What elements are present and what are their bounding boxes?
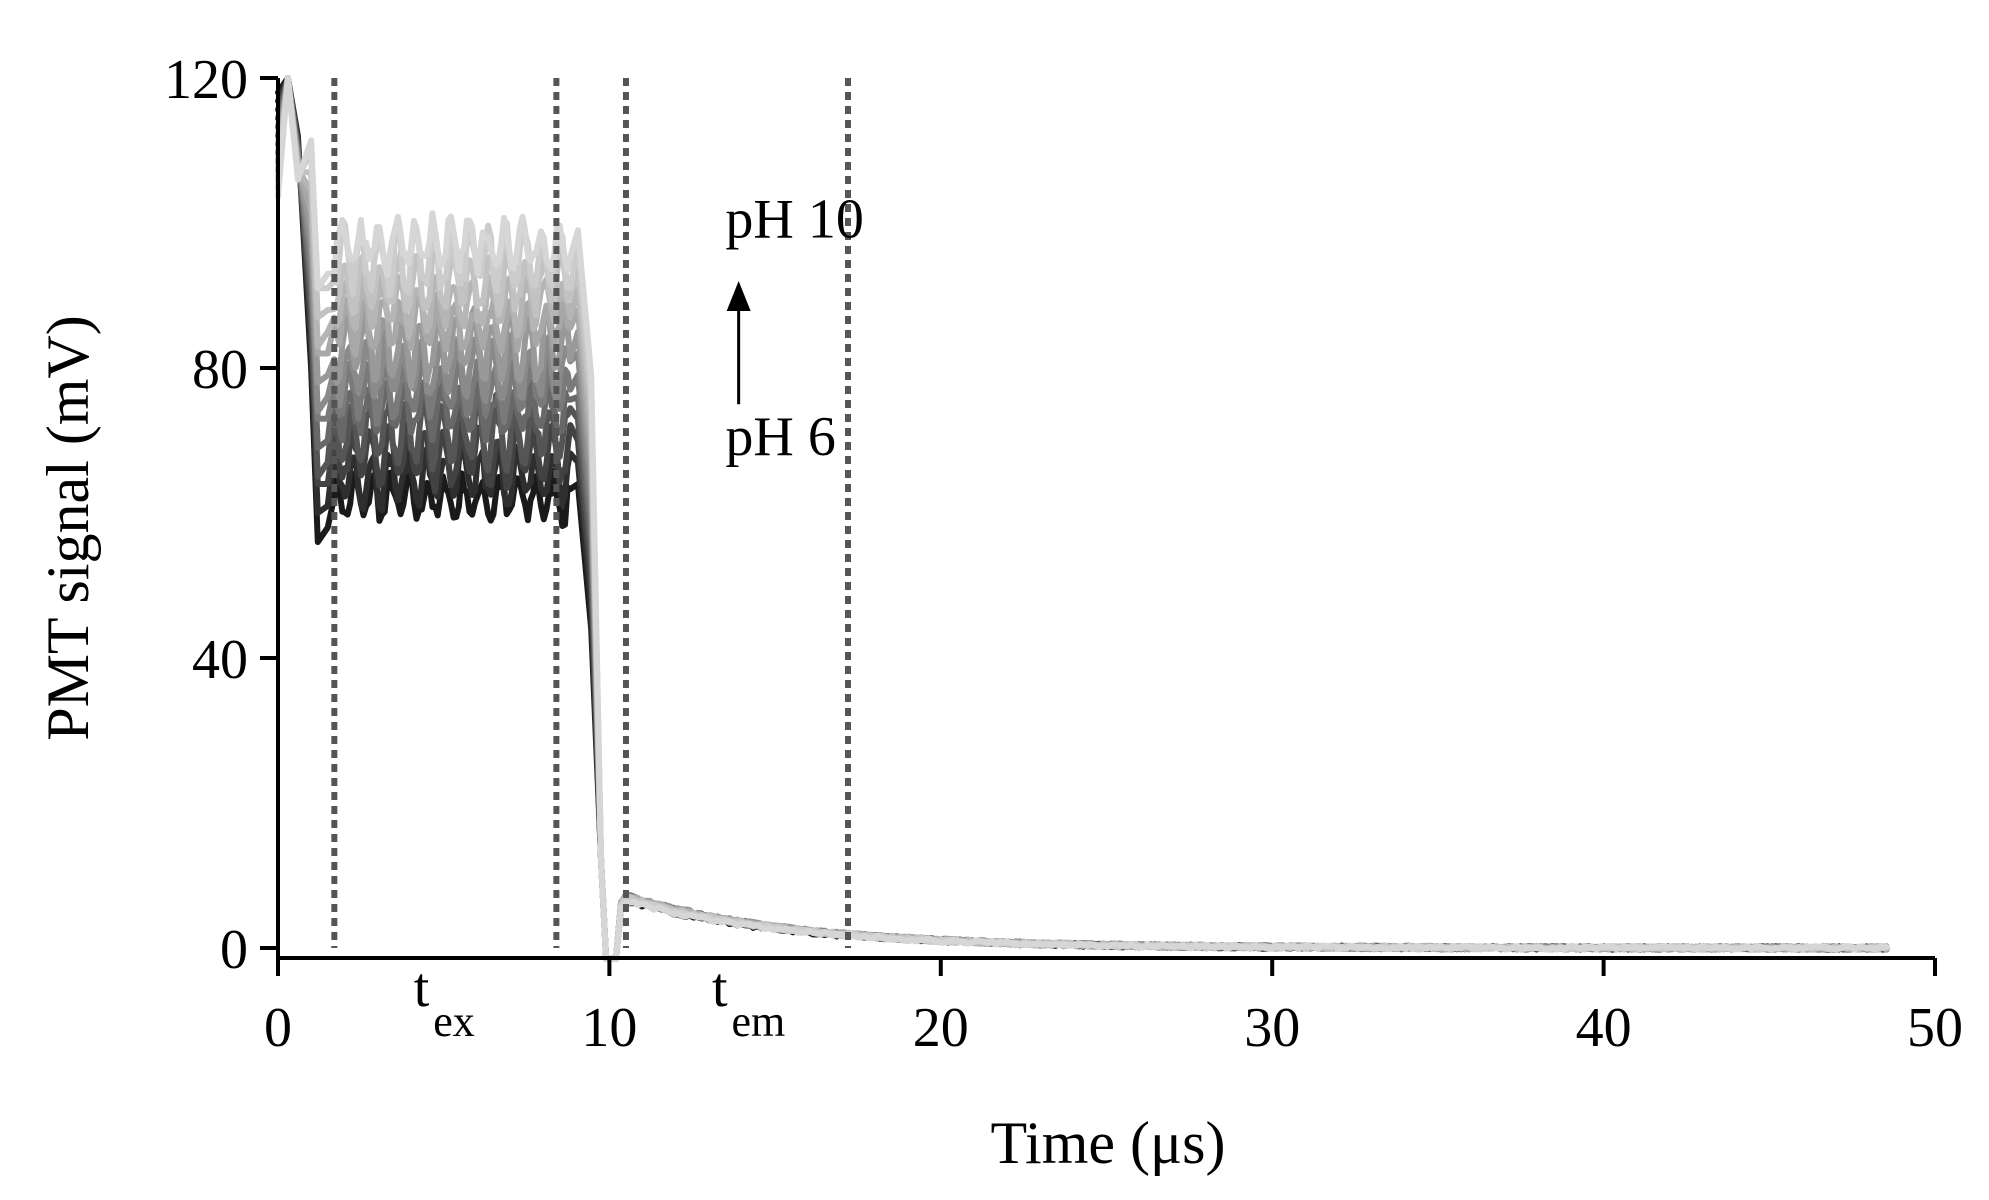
interval-label-sub: ex — [433, 997, 475, 1046]
x-axis-title: Time (μs) — [991, 1110, 1226, 1176]
arrow-head — [726, 281, 751, 311]
interval-label-em: tem — [712, 957, 785, 1046]
annotation-1: pH 10 — [725, 189, 863, 251]
y-tick-label-40: 40 — [192, 629, 248, 691]
series-line-11 — [275, 75, 1890, 962]
interval-label-base: t — [414, 957, 430, 1019]
interval-label-base: t — [712, 957, 728, 1019]
series-line-13 — [275, 75, 1890, 962]
x-tick-label-10: 10 — [581, 997, 637, 1059]
y-axis-title: PMT signal (mV) — [35, 315, 101, 741]
series-line-6 — [275, 75, 1890, 962]
vertical-marker-layer — [331, 78, 852, 948]
interval-label-sub: em — [732, 997, 786, 1046]
x-tick-label-30: 30 — [1244, 997, 1300, 1059]
x-tick-label-50: 50 — [1907, 997, 1963, 1059]
series-line-10 — [275, 75, 1890, 962]
series-line-3 — [275, 75, 1890, 962]
y-tick-label-80: 80 — [192, 339, 248, 401]
interval-label-ex: tex — [414, 957, 475, 1046]
annotation-2: pH 6 — [725, 406, 835, 468]
axes — [260, 76, 1937, 976]
series-line-7 — [275, 75, 1890, 962]
series-layer — [275, 75, 1890, 962]
series-line-2 — [275, 75, 1890, 962]
series-line-9 — [275, 75, 1890, 962]
x-tick-label-0: 0 — [264, 997, 292, 1059]
series-line-1 — [275, 75, 1890, 962]
series-line-12 — [275, 75, 1890, 962]
series-line-4 — [275, 75, 1890, 962]
x-tick-label-20: 20 — [913, 997, 969, 1059]
series-line-5 — [275, 75, 1890, 962]
y-tick-label-0: 0 — [220, 919, 248, 981]
y-tick-label-120: 120 — [164, 49, 248, 111]
x-tick-label-40: 40 — [1576, 997, 1632, 1059]
series-line-8 — [275, 75, 1890, 962]
